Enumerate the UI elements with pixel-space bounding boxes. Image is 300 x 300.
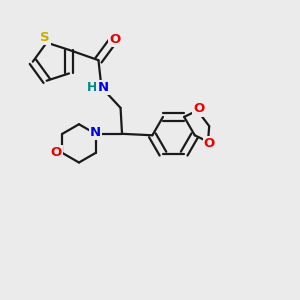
Text: O: O <box>193 103 205 116</box>
Text: H: H <box>87 81 97 94</box>
Text: O: O <box>109 33 121 46</box>
Text: S: S <box>40 31 50 44</box>
Text: N: N <box>97 81 109 94</box>
Text: N: N <box>90 126 101 139</box>
Text: O: O <box>204 137 215 150</box>
Text: O: O <box>50 146 62 160</box>
